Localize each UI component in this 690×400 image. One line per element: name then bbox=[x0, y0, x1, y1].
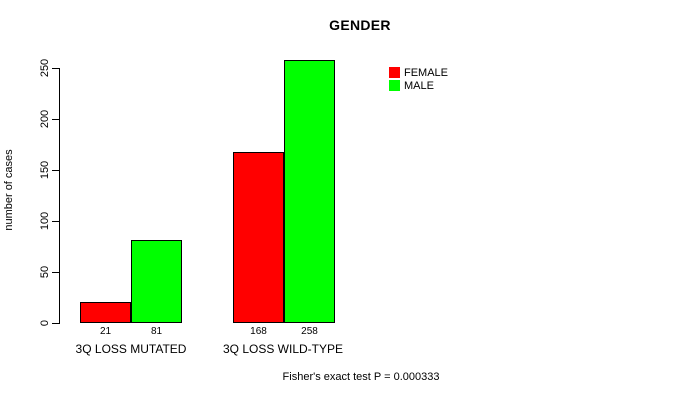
chart-title: GENDER bbox=[329, 17, 391, 33]
legend-swatch-male bbox=[389, 80, 400, 91]
y-tick-label: 250 bbox=[39, 58, 51, 78]
bar-female-group0 bbox=[80, 302, 131, 323]
legend-label-female: FEMALE bbox=[404, 66, 449, 79]
bar-value-label: 168 bbox=[250, 326, 267, 337]
legend-swatch-female bbox=[389, 67, 400, 78]
bar-value-label: 258 bbox=[301, 326, 318, 337]
y-axis-line bbox=[59, 68, 60, 324]
y-tick-mark bbox=[52, 119, 59, 120]
legend-label-male: MALE bbox=[404, 79, 434, 92]
category-label-wildtype: 3Q LOSS WILD-TYPE bbox=[222, 342, 344, 356]
y-tick-label: 50 bbox=[39, 265, 51, 279]
y-tick-mark bbox=[52, 68, 59, 69]
legend: FEMALE MALE bbox=[389, 66, 448, 92]
bar-male-group1 bbox=[284, 60, 335, 323]
y-tick-mark bbox=[52, 221, 59, 222]
bar-value-label: 81 bbox=[150, 326, 163, 337]
y-tick-label: 200 bbox=[39, 109, 51, 129]
y-tick-label: 0 bbox=[39, 319, 51, 327]
y-axis-label: number of cases bbox=[3, 149, 15, 231]
y-tick-mark bbox=[52, 323, 59, 324]
bar-value-label: 21 bbox=[99, 326, 112, 337]
legend-row-female: FEMALE bbox=[389, 66, 448, 79]
category-label-mutated: 3Q LOSS MUTATED bbox=[75, 342, 187, 356]
y-tick-mark bbox=[52, 170, 59, 171]
stat-test-caption: Fisher's exact test P = 0.000333 bbox=[282, 371, 440, 383]
legend-row-male: MALE bbox=[389, 79, 448, 92]
y-tick-label: 150 bbox=[39, 160, 51, 180]
bar-female-group1 bbox=[233, 152, 284, 323]
y-tick-label: 100 bbox=[39, 211, 51, 231]
y-tick-mark bbox=[52, 272, 59, 273]
bar-male-group0 bbox=[131, 240, 182, 323]
